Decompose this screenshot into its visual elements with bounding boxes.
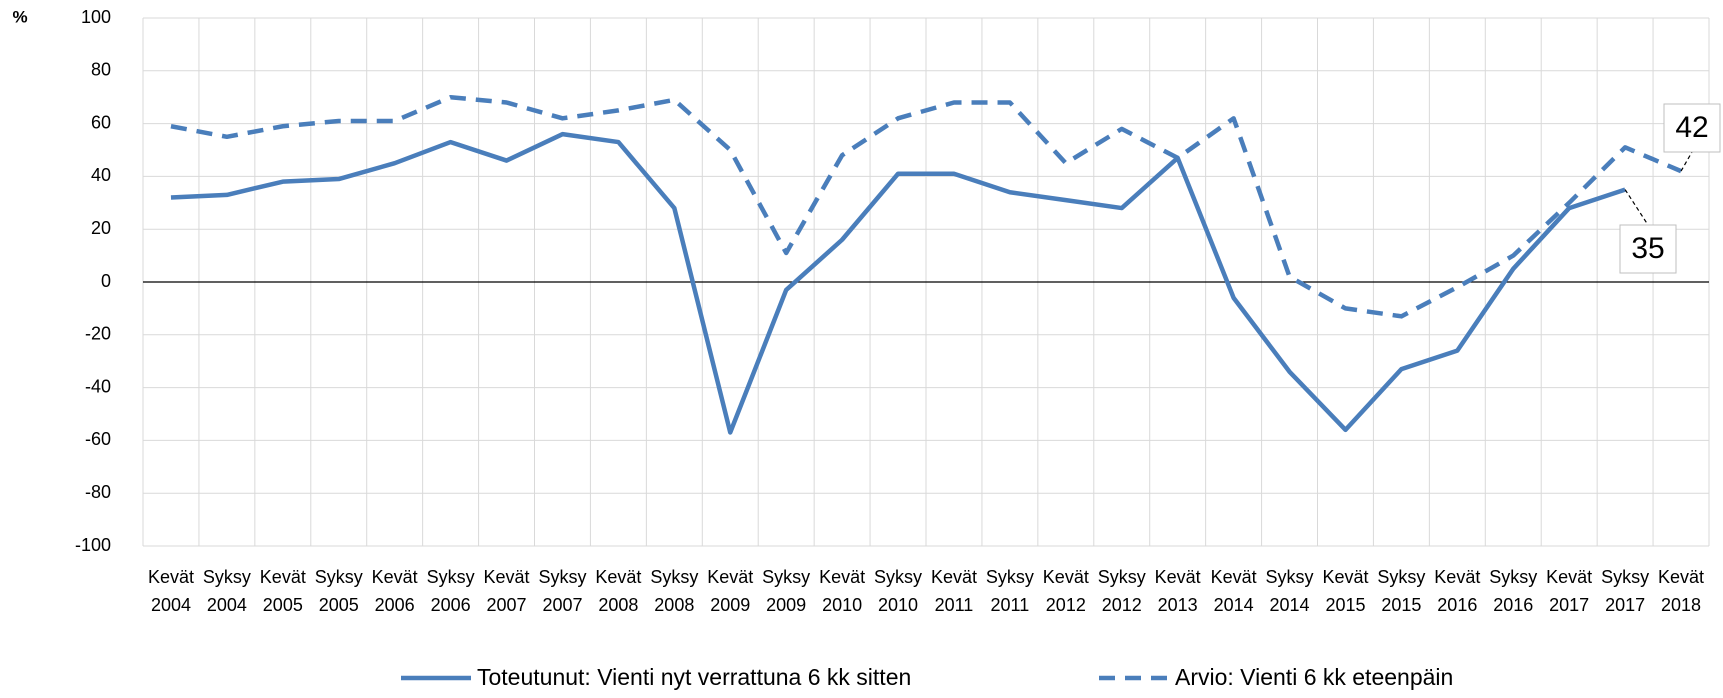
y-tick-label: 40: [91, 165, 111, 185]
x-tick-label: Syksy 2011: [986, 567, 1034, 615]
data-label: 42: [1675, 111, 1708, 144]
data-label-box: [1663, 103, 1721, 153]
x-tick-label: Kevät 2008: [595, 567, 641, 615]
x-tick-label: Syksy 2006: [427, 567, 475, 615]
legend-label: Toteutunut: Vienti nyt verrattuna 6 kk s…: [477, 664, 911, 690]
x-tick-label: Kevät 2011: [931, 567, 977, 615]
data-label-box: [1619, 224, 1677, 274]
legend-label: Arvio: Vienti 6 kk eteenpäin: [1175, 664, 1453, 690]
x-tick-label: Syksy 2014: [1266, 567, 1314, 615]
series-line: [170, 94, 1682, 319]
x-tick-label: Syksy 2008: [650, 567, 698, 615]
y-tick-label: 60: [91, 112, 111, 132]
y-tick-label: 20: [91, 218, 111, 238]
x-tick-label: Syksy 2016: [1489, 567, 1537, 615]
series-line: [170, 131, 1626, 435]
x-tick-label: Syksy 2005: [315, 567, 363, 615]
x-tick-label: Kevät 2005: [260, 567, 306, 615]
x-tick-label: Kevät 2016: [1434, 567, 1480, 615]
y-tick-label: -80: [85, 482, 111, 502]
x-tick-label: Kevät 2015: [1322, 567, 1368, 615]
y-tick-label: 100: [81, 7, 111, 27]
x-tick-label: Syksy 2010: [874, 567, 922, 615]
x-tick-label: Kevät 2007: [484, 567, 530, 615]
leader-line: [1624, 189, 1649, 226]
x-tick-label: Kevät 2004: [148, 567, 194, 615]
leader-line: [1680, 151, 1693, 172]
x-tick-label: Syksy 2015: [1377, 567, 1425, 615]
y-axis-label: %: [12, 7, 27, 26]
x-tick-label: Syksy 2004: [203, 567, 251, 615]
x-tick-label: Syksy 2017: [1601, 567, 1649, 615]
x-tick-label: Kevät 2009: [707, 567, 753, 615]
y-tick-label: -40: [85, 376, 111, 396]
x-tick-label: Kevät 2006: [372, 567, 418, 615]
x-tick-label: Kevät 2018: [1658, 567, 1704, 615]
y-tick-label: -60: [85, 429, 111, 449]
x-tick-label: Syksy 2009: [762, 567, 810, 615]
y-tick-label: -100: [75, 535, 111, 555]
x-tick-label: Kevät 2010: [819, 567, 865, 615]
x-tick-label: Kevät 2014: [1211, 567, 1257, 615]
data-label: 35: [1631, 232, 1664, 265]
x-tick-label: Kevät 2013: [1155, 567, 1201, 615]
y-tick-label: 0: [101, 271, 111, 291]
x-tick-label: Kevät 2012: [1043, 567, 1089, 615]
x-tick-label: Syksy 2012: [1098, 567, 1146, 615]
x-tick-label: Kevät 2017: [1546, 567, 1592, 615]
x-tick-label: Syksy 2007: [538, 567, 586, 615]
y-tick-label: 80: [91, 60, 111, 80]
y-tick-label: -20: [85, 324, 111, 344]
